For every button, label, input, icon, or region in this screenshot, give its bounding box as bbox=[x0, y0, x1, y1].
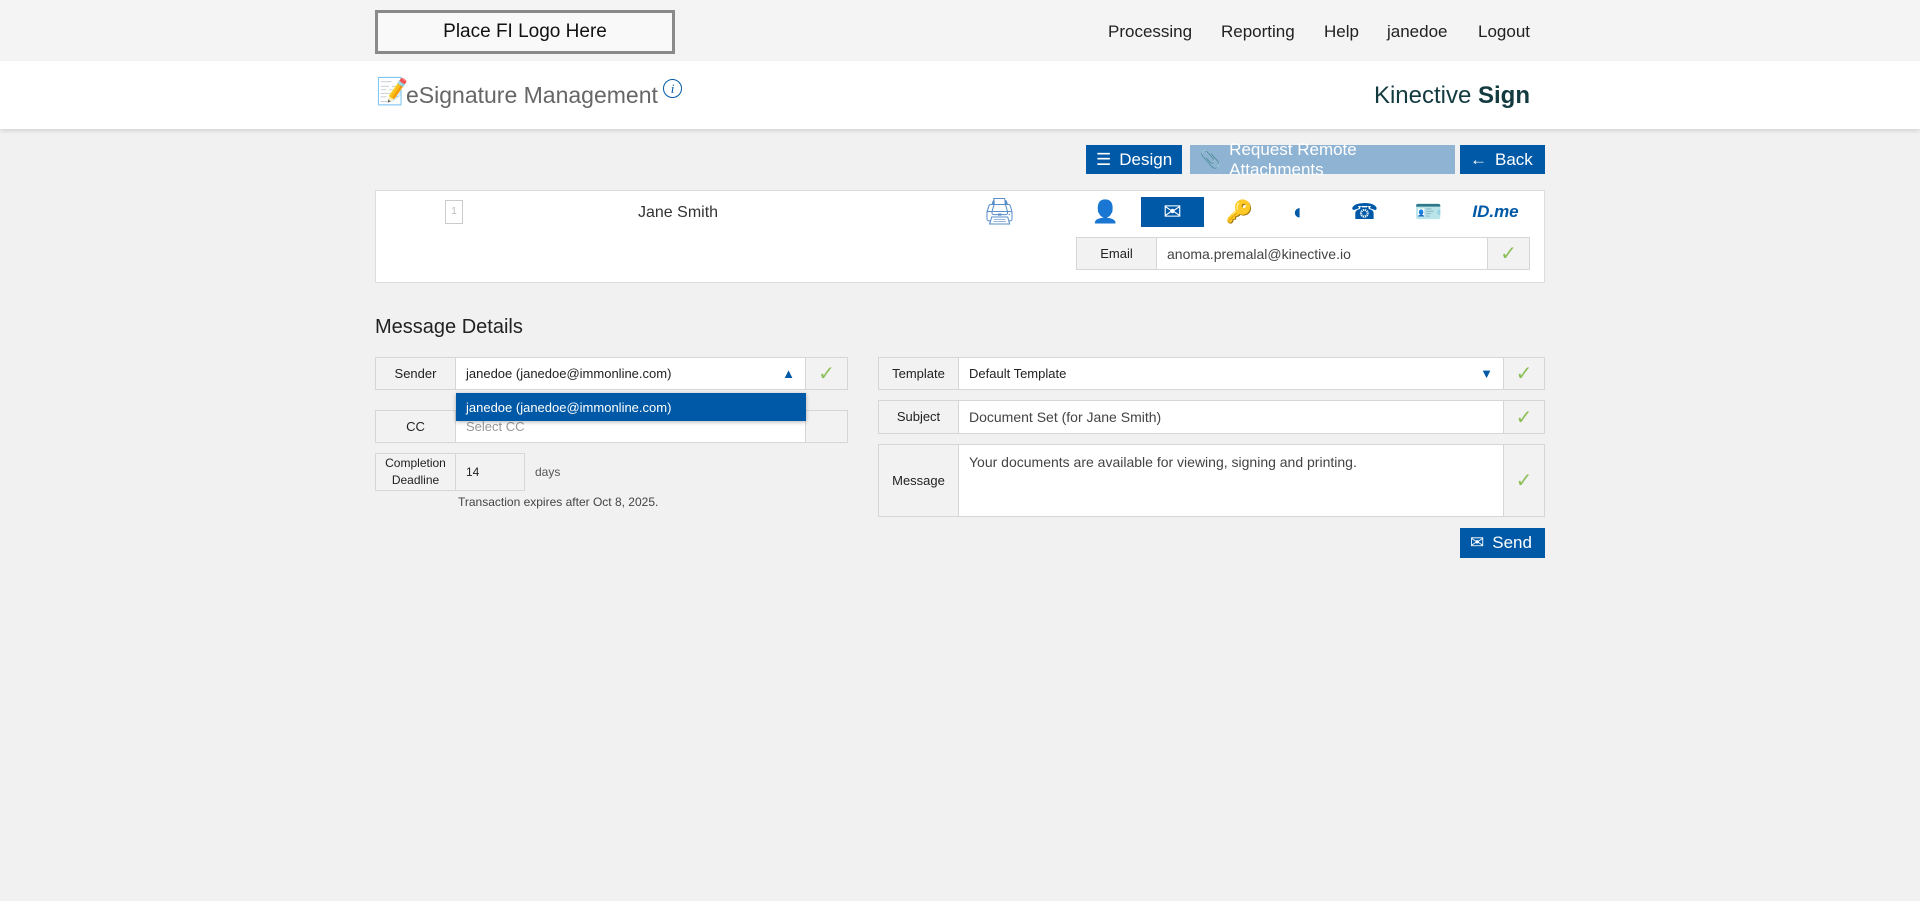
phone-icon[interactable]: ☎ bbox=[1350, 199, 1379, 224]
shield-question-icon[interactable]: ◐ bbox=[1292, 199, 1307, 224]
template-row: Template Default Template ▼ ✓ bbox=[878, 357, 1545, 390]
deadline-input[interactable]: 14 bbox=[456, 454, 524, 490]
nav-help[interactable]: Help bbox=[1324, 22, 1359, 41]
arrow-left-icon: ← bbox=[1470, 149, 1487, 169]
sender-label: Sender bbox=[376, 358, 456, 389]
info-icon[interactable]: i bbox=[663, 79, 682, 98]
section-heading: Message Details bbox=[375, 316, 523, 338]
id-card-icon[interactable]: 🪪 bbox=[1414, 199, 1443, 224]
subject-label: Subject bbox=[879, 401, 959, 433]
person-icon[interactable]: 👤 bbox=[1091, 199, 1120, 224]
email-value[interactable]: anoma.premalal@kinective.io bbox=[1167, 245, 1351, 262]
key-icon[interactable]: 🔑 bbox=[1225, 199, 1254, 224]
email-label: Email bbox=[1077, 238, 1157, 269]
signature-document-icon: 📝 bbox=[376, 76, 409, 106]
cc-status bbox=[805, 411, 847, 442]
top-bar bbox=[0, 0, 1920, 61]
send-email-icon: ✉ bbox=[1470, 533, 1485, 552]
page-title: eSignature Management bbox=[406, 82, 658, 108]
caret-down-icon: ▼ bbox=[1480, 366, 1493, 381]
check-icon: ✓ bbox=[1487, 238, 1529, 269]
idme-logo[interactable]: ID.me bbox=[1472, 202, 1519, 221]
page-count-icon: 1 bbox=[445, 200, 463, 224]
check-icon: ✓ bbox=[1503, 401, 1544, 433]
message-row: Message Your documents are available for… bbox=[878, 444, 1545, 517]
printer-icon[interactable]: 🖨 bbox=[983, 196, 1017, 226]
deadline-label: Completion Deadline bbox=[376, 454, 456, 490]
message-textarea[interactable]: Your documents are available for viewing… bbox=[969, 454, 1357, 470]
email-row: Email anoma.premalal@kinective.io ✓ bbox=[1076, 237, 1530, 270]
caret-up-icon: ▲ bbox=[782, 366, 795, 381]
sender-option[interactable]: janedoe (janedoe@immonline.com) bbox=[456, 393, 806, 421]
nav-user[interactable]: janedoe bbox=[1387, 22, 1448, 41]
template-label: Template bbox=[879, 358, 959, 389]
expiry-note: Transaction expires after Oct 8, 2025. bbox=[458, 495, 659, 509]
deadline-unit: days bbox=[535, 465, 561, 479]
template-select[interactable]: Default Template ▼ bbox=[969, 366, 1493, 381]
message-label: Message bbox=[879, 445, 959, 516]
brand-logo: Kinective Sign bbox=[1373, 82, 1530, 109]
request-remote-attachments-button[interactable]: 📎 Request Remote Attachments bbox=[1190, 140, 1455, 179]
sender-row: Sender janedoe (janedoe@immonline.com) ▲ … bbox=[375, 357, 848, 390]
logo-placeholder: Place FI Logo Here bbox=[375, 10, 675, 54]
nav-reporting[interactable]: Reporting bbox=[1221, 22, 1295, 41]
check-icon: ✓ bbox=[1503, 445, 1544, 516]
back-button[interactable]: ← Back bbox=[1460, 145, 1545, 174]
cc-select[interactable]: Select CC bbox=[466, 419, 525, 434]
subject-input[interactable]: Document Set (for Jane Smith) bbox=[969, 409, 1162, 425]
send-button[interactable]: ✉ Send bbox=[1460, 528, 1545, 558]
header bbox=[0, 61, 1920, 129]
paperclip-icon: 📎 bbox=[1200, 149, 1222, 169]
sender-select[interactable]: janedoe (janedoe@immonline.com) ▲ bbox=[466, 366, 795, 381]
design-button[interactable]: ☰ Design bbox=[1086, 145, 1182, 174]
email-icon[interactable]: ✉ bbox=[1141, 197, 1204, 227]
check-icon: ✓ bbox=[805, 358, 847, 389]
check-icon: ✓ bbox=[1503, 358, 1544, 389]
nav-logout[interactable]: Logout bbox=[1478, 22, 1530, 41]
nav-processing[interactable]: Processing bbox=[1108, 22, 1193, 41]
signer-name: Jane Smith bbox=[638, 204, 719, 221]
deadline-row: Completion Deadline 14 bbox=[375, 453, 525, 491]
document-list-icon: ☰ bbox=[1096, 149, 1112, 169]
cc-label: CC bbox=[376, 411, 456, 442]
subject-row: Subject Document Set (for Jane Smith) ✓ bbox=[878, 400, 1545, 434]
